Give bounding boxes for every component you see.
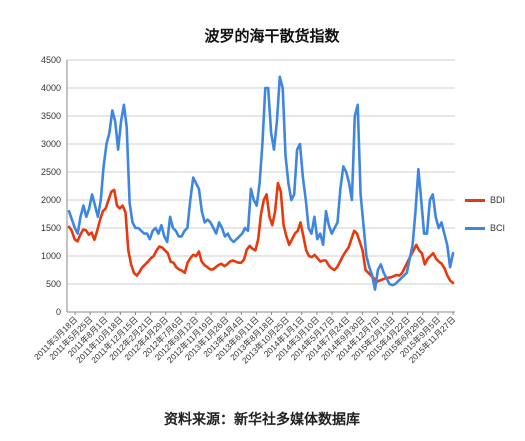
series-lines [67,75,455,291]
y-tick-label: 0 [56,307,61,317]
y-tick-label: 1500 [41,223,61,233]
legend: BDI BCI [465,195,505,233]
legend-swatch-bci [465,227,485,230]
y-axis: 0 500 1000 1500 2000 2500 3000 3500 4000 4500 [41,55,61,317]
y-tick-label: 3000 [41,139,61,149]
y-tick-label: 4500 [41,55,61,65]
y-tick-label: 4000 [41,83,61,93]
legend-label: BDI [490,195,505,205]
y-tick-label: 3500 [41,111,61,121]
legend-label: BCI [490,223,505,233]
series-line-bci [67,75,455,291]
legend-swatch-bdi [465,199,485,202]
y-tick-label: 500 [46,279,61,289]
y-tick-label: 2000 [41,195,61,205]
chart-title: 波罗的海干散货指数 [204,27,340,45]
y-tick-label: 2500 [41,167,61,177]
source-note: 资料来源：新华社多媒体数据库 [164,411,360,428]
x-axis: 2011年3月18日2011年5月25日2011年8月1日2011年10月18日… [32,312,457,366]
y-tick-label: 1000 [41,251,61,261]
series-line-bdi [67,181,455,285]
